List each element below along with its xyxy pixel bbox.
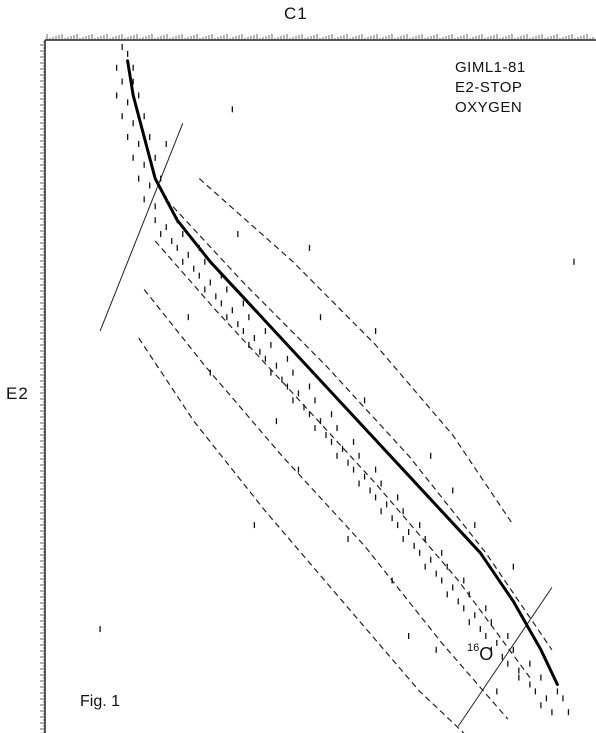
- y-axis-label: E2: [6, 384, 29, 403]
- isotope-label: 16O: [467, 642, 493, 665]
- band-lines: [138, 178, 553, 733]
- legend-line-element: OXYGEN: [455, 99, 523, 116]
- band-line: [154, 240, 531, 678]
- legend: GIML1-81 E2-STOP OXYGEN: [455, 58, 526, 118]
- isotope-symbol: O: [479, 644, 494, 664]
- legend-line-run: GIML1-81: [455, 59, 526, 76]
- figure-label: Fig. 1: [80, 693, 121, 710]
- band-line: [198, 178, 514, 526]
- plot-frame: [44, 39, 596, 733]
- data-points: [99, 43, 575, 716]
- band-line: [165, 198, 553, 651]
- gate-lines: [99, 123, 553, 727]
- band-line: [138, 337, 465, 733]
- gate-line: [457, 587, 553, 727]
- gate-line: [99, 123, 184, 332]
- axis-ticks: [40, 34, 594, 733]
- isotope-mass: 16: [467, 642, 480, 654]
- mean-curve: [126, 59, 559, 686]
- legend-line-mode: E2-STOP: [455, 79, 523, 96]
- band-line: [143, 289, 509, 720]
- mean-curve-line: [126, 59, 559, 686]
- x-axis-label: C1: [284, 4, 308, 23]
